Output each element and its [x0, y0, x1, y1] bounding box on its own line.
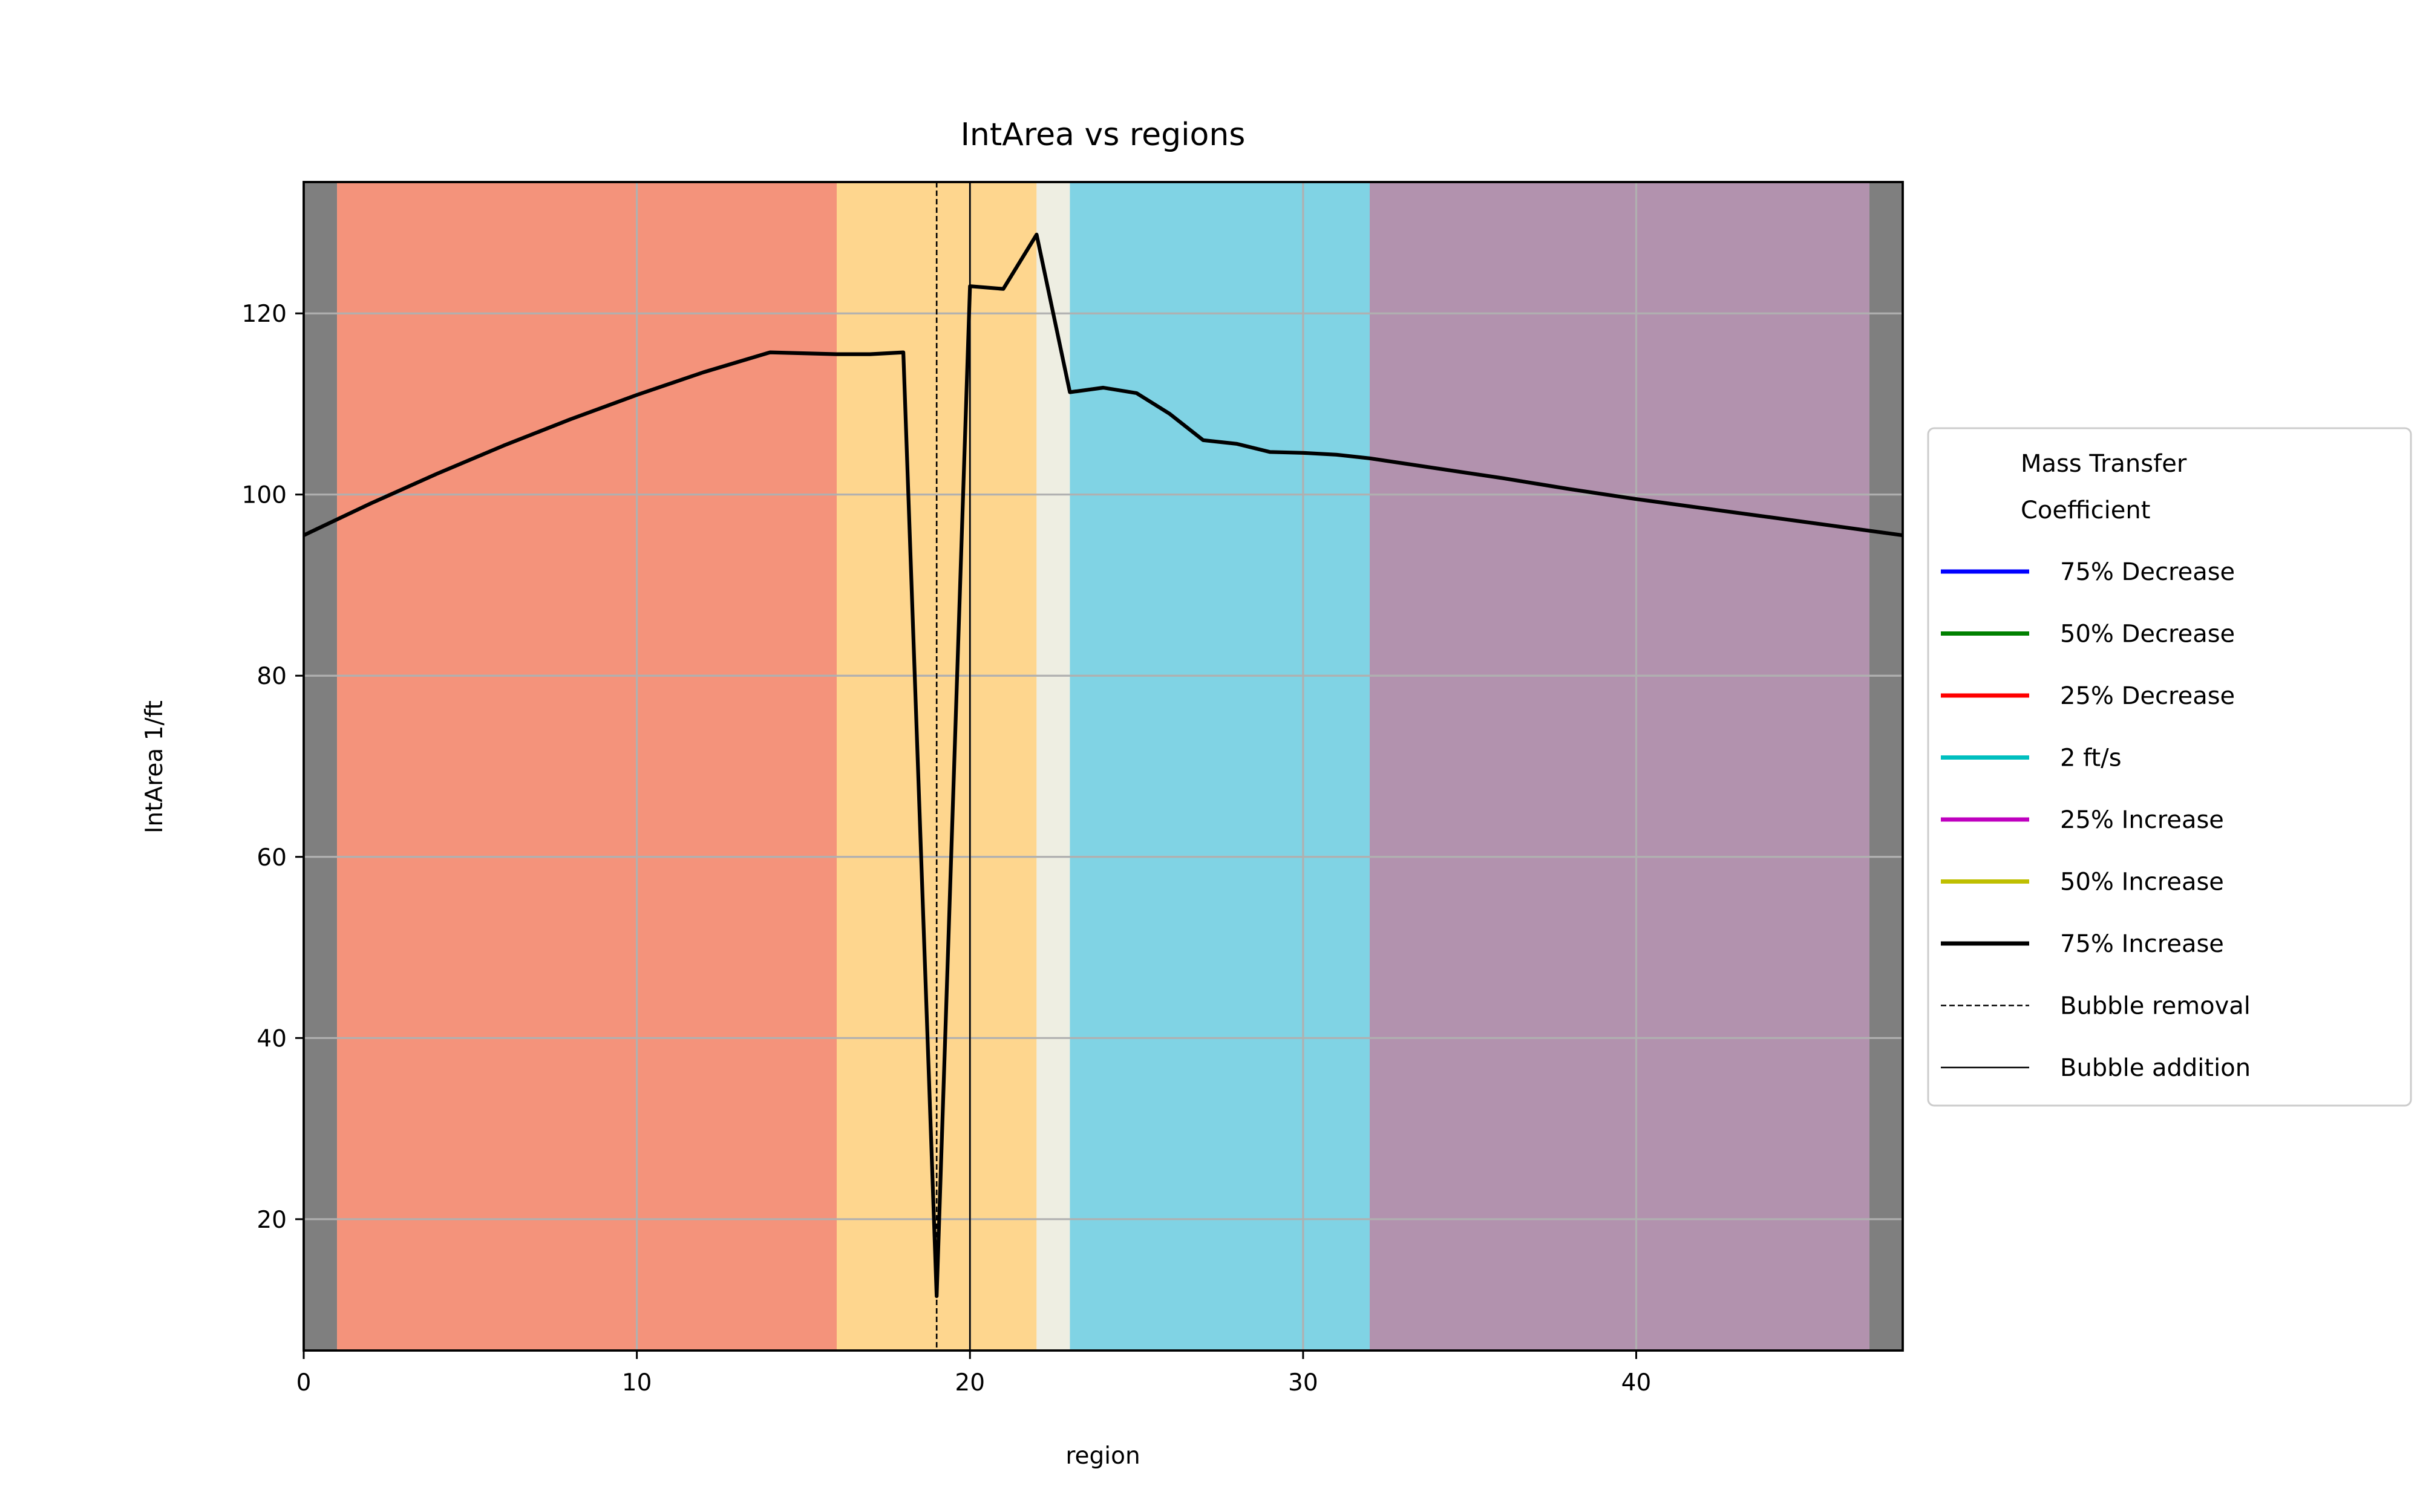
legend-label: Bubble removal: [2060, 992, 2251, 1020]
legend-label: 2 ft/s: [2060, 745, 2122, 772]
region-band-0: [304, 182, 338, 1351]
legend-label: Bubble addition: [2060, 1054, 2251, 1082]
x-tick-label: 10: [622, 1369, 652, 1396]
legend-title-line: Coefficient: [2021, 497, 2150, 524]
x-tick-label: 30: [1288, 1369, 1318, 1396]
x-tick-label: 40: [1621, 1369, 1652, 1396]
x-tick-label: 20: [955, 1369, 985, 1396]
region-band-3: [1036, 182, 1070, 1351]
y-tick-label: 120: [242, 301, 287, 328]
axes-frame: [302, 181, 1904, 1352]
legend-label: 25% Decrease: [2060, 682, 2235, 710]
y-tick-label: 60: [257, 844, 287, 872]
y-tick-label: 80: [257, 663, 287, 690]
legend-label: 50% Increase: [2060, 868, 2224, 896]
y-axis-label: IntArea 1/ft: [141, 700, 168, 833]
plot-area: 0 10 20 30 40 20 40 60 80 100 120: [242, 181, 1904, 1396]
region-band-1: [337, 182, 837, 1351]
legend: Mass Transfer Coefficient 75% Decrease 50% …: [1927, 427, 2412, 1107]
y-tick-label: 20: [257, 1207, 287, 1234]
legend-label: 25% Increase: [2060, 806, 2224, 834]
y-tick-label: 100: [242, 482, 287, 509]
region-band-6: [1869, 182, 1903, 1351]
legend-label: 50% Decrease: [2060, 621, 2235, 648]
region-band-5: [1370, 182, 1869, 1351]
x-axis-label: region: [1065, 1442, 1140, 1470]
series-line-75-increase: [302, 232, 1903, 1299]
y-tick-label: 40: [257, 1025, 287, 1052]
x-tick-label: 0: [296, 1369, 312, 1396]
legend-label: 75% Decrease: [2060, 558, 2235, 586]
legend-label: 75% Increase: [2060, 930, 2224, 958]
legend-box: [1927, 427, 2412, 1107]
legend-title-line: Mass Transfer: [2021, 450, 2187, 478]
region-band-4: [1070, 182, 1370, 1351]
chart-title: IntArea vs regions: [961, 117, 1246, 153]
